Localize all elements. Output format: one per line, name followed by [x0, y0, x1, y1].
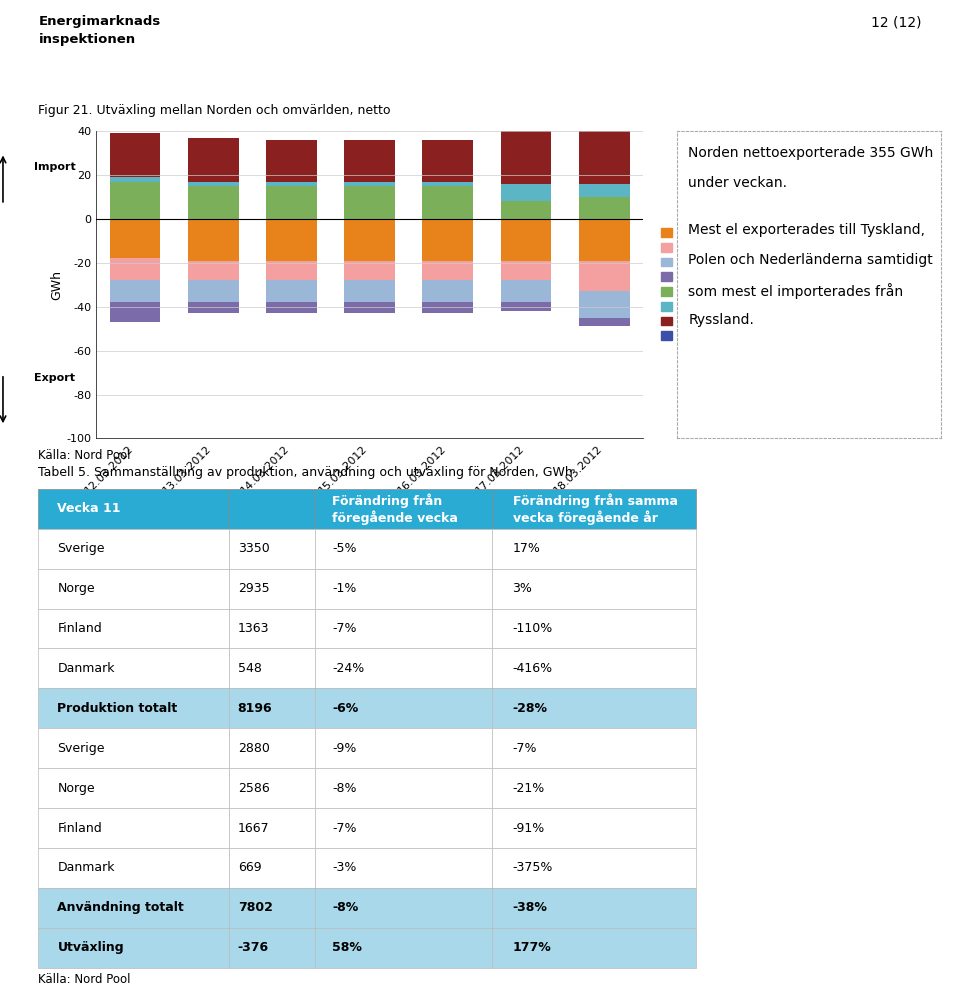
Bar	[188, 280, 239, 302]
Text: Figur 21. Utväxling mellan Norden och omvärlden, netto: Figur 21. Utväxling mellan Norden och om…	[38, 104, 391, 117]
Bar	[422, 280, 473, 302]
Bar	[109, 177, 160, 181]
Bar	[188, 261, 239, 280]
Bar	[109, 258, 160, 280]
Bar	[422, 261, 473, 280]
Bar	[188, 138, 239, 181]
Bar	[345, 280, 395, 302]
Bar	[500, 202, 551, 219]
Text: under veckan.: under veckan.	[688, 176, 787, 191]
Bar	[579, 261, 630, 291]
Bar	[422, 185, 473, 219]
Bar	[345, 219, 395, 261]
Bar	[579, 122, 630, 183]
Text: Import: Import	[34, 162, 75, 172]
Bar	[188, 219, 239, 261]
Bar	[266, 280, 317, 302]
Bar	[500, 122, 551, 183]
Bar	[188, 185, 239, 219]
Bar	[579, 318, 630, 327]
Bar	[266, 219, 317, 261]
Bar	[422, 140, 473, 181]
Bar	[266, 140, 317, 181]
Text: Export: Export	[34, 373, 75, 383]
Bar	[109, 181, 160, 219]
Bar	[345, 302, 395, 313]
Bar	[422, 181, 473, 185]
Text: Polen och Nederländerna samtidigt: Polen och Nederländerna samtidigt	[688, 253, 933, 267]
Text: Källa: Nord Pool: Källa: Nord Pool	[38, 973, 131, 986]
Bar	[109, 133, 160, 177]
Bar	[579, 183, 630, 197]
Text: Energimarknads
inspektionen: Energimarknads inspektionen	[38, 15, 160, 46]
Text: Norden nettoexporterade 355 GWh: Norden nettoexporterade 355 GWh	[688, 146, 933, 160]
Bar	[345, 185, 395, 219]
Text: Källa: Nord Pool: Källa: Nord Pool	[38, 449, 131, 462]
Text: som mest el importerades från: som mest el importerades från	[688, 283, 903, 299]
Bar	[500, 302, 551, 311]
Bar	[579, 219, 630, 261]
Bar	[266, 261, 317, 280]
Bar	[500, 219, 551, 261]
Text: Tabell 5. Sammanställning av produktion, användning och utväxling för Norden, GW: Tabell 5. Sammanställning av produktion,…	[38, 466, 573, 479]
Bar	[188, 302, 239, 313]
Bar	[579, 291, 630, 318]
Text: Ryssland.: Ryssland.	[688, 313, 755, 328]
Bar	[500, 280, 551, 302]
Bar	[266, 302, 317, 313]
Bar	[345, 140, 395, 181]
Bar	[345, 261, 395, 280]
Bar	[500, 261, 551, 280]
Bar	[500, 183, 551, 202]
Bar	[422, 219, 473, 261]
Bar	[109, 302, 160, 323]
Bar	[109, 280, 160, 302]
Bar	[266, 181, 317, 185]
Bar	[109, 219, 160, 258]
Bar	[579, 197, 630, 219]
Bar	[188, 181, 239, 185]
Text: 12 (12): 12 (12)	[871, 15, 922, 29]
Y-axis label: GWh: GWh	[50, 270, 63, 299]
Bar	[422, 302, 473, 313]
Text: Mest el exporterades till Tyskland,: Mest el exporterades till Tyskland,	[688, 223, 925, 237]
Bar	[345, 181, 395, 185]
Legend: NO - NL, SE - PL, SE - TY, DK2 - TY, DK1 - TY, FI - EST, FI - RY, NO - RY: NO - NL, SE - PL, SE - TY, DK2 - TY, DK1…	[660, 226, 727, 344]
Bar	[266, 185, 317, 219]
